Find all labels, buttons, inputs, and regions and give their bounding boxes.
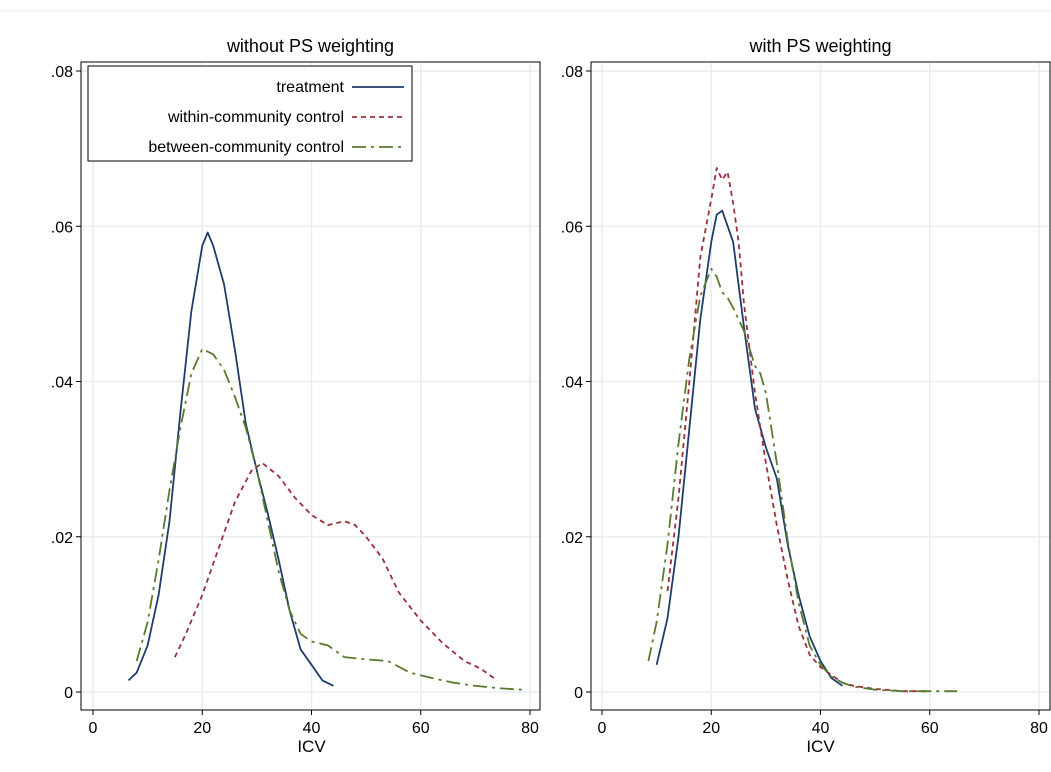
legend-box [87,65,413,162]
x-tick-label: 80 [1030,720,1048,737]
legend-label: within-community control [167,109,344,126]
x-tick-label: 20 [193,720,211,737]
y-tick-label: .08 [561,64,583,81]
x-tick-label: 40 [812,720,830,737]
x-axis-title: ICV [806,737,835,756]
y-tick-label: .06 [561,219,583,236]
y-tick-label: .04 [561,375,583,392]
y-tick-label: .08 [51,64,73,81]
series-lines [127,231,522,691]
series-line-within-community-control [174,462,498,682]
x-axis-title: ICV [297,737,326,756]
panel-with-ps-weighting: with PS weighting 0 .02 .04 .06 .08 0 20 40 60 80… [561,36,1051,756]
series-line-treatment [127,231,334,687]
y-tick-label: 0 [64,685,73,702]
y-tick-label: .04 [51,375,73,392]
x-tick-label: 40 [303,720,321,737]
legend: treatment within-community control between… [87,65,413,162]
panel-title: with PS weighting [748,36,891,56]
plot-frame [80,61,541,711]
series-line-between-community-control [135,347,522,691]
y-tick-label: 0 [574,685,583,702]
series-line-treatment [655,209,843,687]
y-tick-label: .06 [51,219,73,236]
x-tick-label: 60 [921,720,939,737]
x-tick-label: 20 [702,720,720,737]
x-tick-label: 0 [89,720,98,737]
y-tick-label: .02 [561,530,583,547]
panel-without-ps-weighting: without PS weighting 0 .02 .04 .06 .08 0 20 40 6… [51,36,541,756]
series-lines [647,167,958,693]
x-tick-label: 80 [521,720,539,737]
gridlines [591,62,1050,710]
series-line-between-community-control [647,267,958,693]
x-tick-label: 0 [598,720,607,737]
panel-title: without PS weighting [226,36,394,56]
axes: 0 .02 .04 .06 .08 0 20 40 60 80 [561,64,1048,737]
legend-label: between-community control [148,139,344,156]
y-tick-label: .02 [51,530,73,547]
x-tick-label: 60 [412,720,430,737]
legend-label: treatment [276,79,344,96]
axes: 0 .02 .04 .06 .08 0 20 40 60 80 [51,64,539,737]
